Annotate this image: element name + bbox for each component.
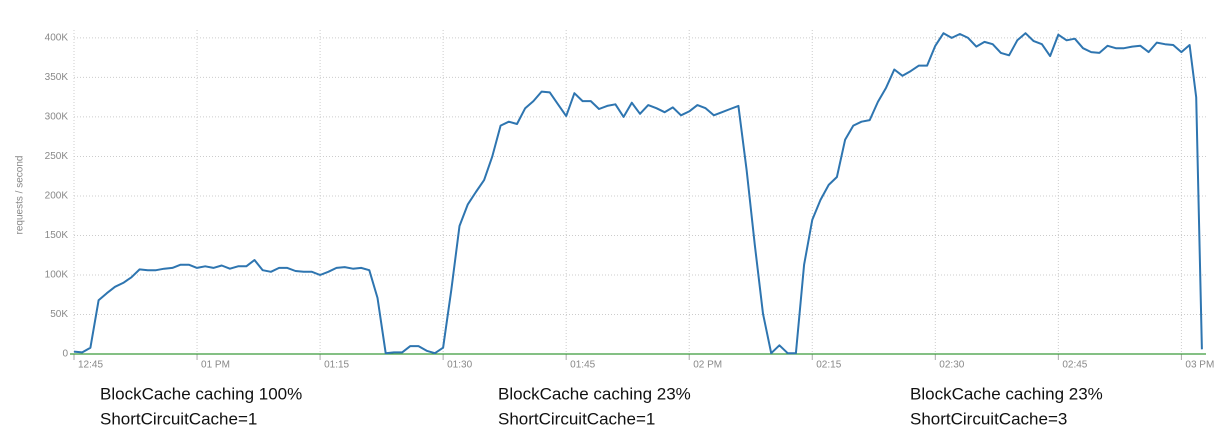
y-tick-label: 350K	[45, 72, 69, 83]
x-tick-label: 02:30	[939, 360, 964, 371]
x-tick-label: 01:45	[570, 360, 595, 371]
y-tick-label: 50K	[50, 309, 68, 320]
x-tick-label: 01:30	[447, 360, 472, 371]
x-tick-label: 01 PM	[201, 360, 230, 371]
data-line	[73, 32, 1203, 355]
annotation: BlockCache caching 23%	[910, 384, 1103, 403]
x-tick-label: 02:15	[816, 360, 841, 371]
x-tick-label: 12:45	[78, 360, 103, 371]
y-tick-label: 300K	[45, 112, 69, 123]
annotation: ShortCircuitCache=1	[100, 409, 257, 428]
y-axis-label: requests / second	[15, 156, 26, 235]
y-tick-label: 250K	[45, 151, 69, 162]
x-tick-label: 02:45	[1062, 360, 1087, 371]
annotation: ShortCircuitCache=3	[910, 409, 1067, 428]
y-tick-label: 100K	[45, 270, 69, 281]
y-tick-label: 200K	[45, 191, 69, 202]
x-tick-label: 01:15	[324, 360, 349, 371]
x-tick-label: 02 PM	[693, 360, 722, 371]
y-tick-label: 0	[62, 349, 68, 360]
x-tick-label: 03 PM	[1185, 360, 1214, 371]
y-tick-label: 400K	[45, 33, 69, 44]
y-tick-label: 150K	[45, 230, 69, 241]
annotation: ShortCircuitCache=1	[498, 409, 655, 428]
annotation: BlockCache caching 23%	[498, 384, 691, 403]
annotation: BlockCache caching 100%	[100, 384, 302, 403]
